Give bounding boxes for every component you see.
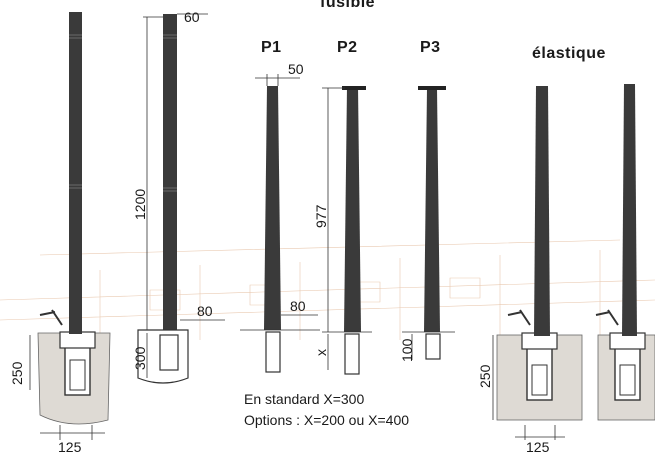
dim-lines-post2 [143, 13, 225, 378]
dim-1200: 1200 [132, 189, 148, 220]
dim-250-right: 250 [477, 364, 493, 388]
post-p1 [264, 86, 281, 330]
dim-125-right: 125 [526, 439, 550, 455]
dim-977: 977 [313, 204, 329, 228]
title-fusible: fusible [320, 0, 375, 11]
footing-2 [137, 329, 189, 384]
dim-125-left: 125 [58, 439, 82, 455]
note-standard: En standard X=300 [244, 391, 364, 407]
dim-100: 100 [399, 338, 415, 362]
dim-250-left: 250 [9, 361, 25, 385]
dim-lines-p1 [240, 74, 320, 331]
footing-elastique-right [595, 309, 655, 421]
post-p3 [424, 88, 440, 332]
dim-300: 300 [132, 346, 148, 370]
dim-x: x [313, 349, 329, 356]
label-p1: P1 [261, 39, 282, 56]
background-sketch [0, 239, 655, 340]
label-p2: P2 [337, 39, 358, 56]
dim-60: 60 [184, 9, 200, 25]
post-1 [69, 12, 82, 334]
title-elastique: élastique [532, 45, 606, 62]
post-2 [163, 14, 177, 332]
post-p2 [344, 86, 361, 332]
post-elastique-1 [534, 86, 550, 336]
dim-80-b: 80 [290, 298, 306, 314]
dim-50: 50 [288, 61, 304, 77]
key-tool-left [39, 309, 63, 326]
dim-lines-elastique [29, 335, 565, 440]
dim-80-a: 80 [197, 303, 213, 319]
note-options: Options : X=200 ou X=400 [244, 412, 409, 428]
label-p3: P3 [420, 39, 441, 56]
dim-lines-p2 [322, 87, 372, 370]
dim-lines-p3 [402, 331, 455, 360]
post-elastique-2 [622, 84, 637, 336]
footing-elastique-left [496, 309, 583, 421]
